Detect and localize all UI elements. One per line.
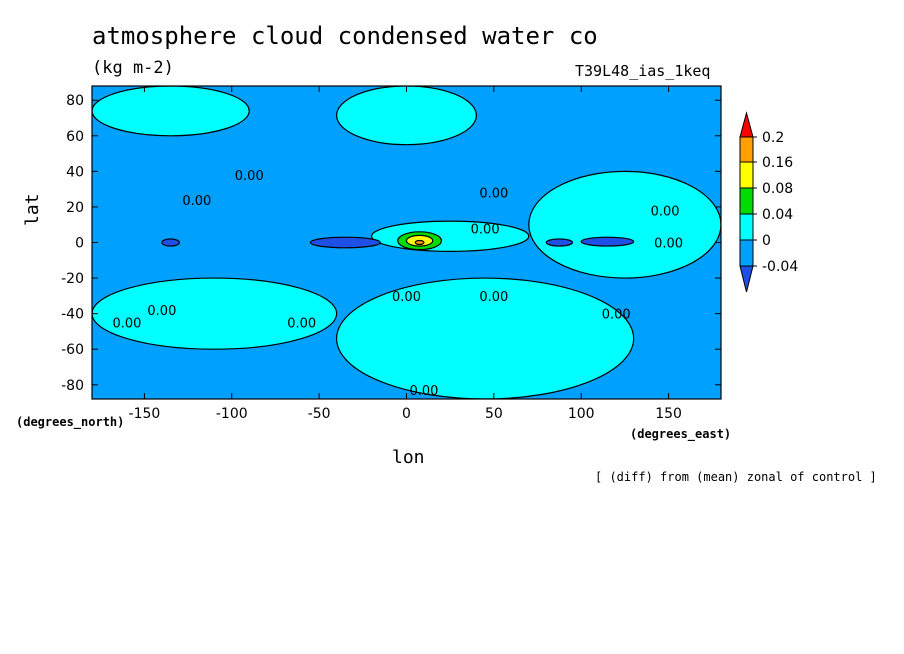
contour-region-6 — [309, 236, 381, 249]
contour-label-3: 0.00 — [471, 222, 500, 237]
contour-label-0: 0.00 — [235, 169, 264, 184]
colorbar-label-5: -0.04 — [762, 259, 798, 275]
colorbar-box-4 — [739, 239, 754, 267]
y-tick-label-3: 20 — [66, 200, 84, 216]
colorbar-label-1: 0.16 — [762, 155, 793, 171]
contour-label-9: 0.00 — [287, 317, 316, 332]
colorbar-label-2: 0.08 — [762, 181, 793, 197]
x-axis-label: lon — [392, 447, 425, 468]
y-tick-label-1: 60 — [66, 129, 84, 145]
chart-units: (kg m-2) — [92, 58, 174, 78]
colorbar-box-3 — [739, 213, 754, 241]
y-tick-label-0: 80 — [66, 93, 84, 109]
y-unit-label: (degrees_north) — [16, 415, 125, 429]
contour-label-4: 0.00 — [651, 204, 680, 219]
colorbar-label-0: 0.2 — [762, 130, 784, 146]
x-tick-label-3: 0 — [402, 406, 411, 422]
x-tick-label-4: 50 — [485, 406, 503, 422]
colorbar-label-4: 0 — [762, 233, 771, 249]
colorbar-label-3: 0.04 — [762, 207, 793, 223]
contour-region-8 — [545, 238, 574, 247]
x-tick-label-2: -50 — [308, 406, 331, 422]
x-tick-label-1: -100 — [216, 406, 248, 422]
contour-label-5: 0.00 — [654, 237, 683, 252]
y-tick-label-7: -60 — [61, 342, 84, 358]
contour-label-1: 0.00 — [182, 194, 211, 209]
diff-note: [ (diff) from (mean) zonal of control ] — [595, 470, 877, 484]
contour-region-0 — [92, 86, 250, 137]
x-tick-label-0: -150 — [129, 406, 161, 422]
contour-label-12: 0.00 — [409, 384, 438, 399]
contour-label-7: 0.00 — [112, 317, 141, 332]
run-label: T39L48_ias_1keq — [575, 62, 711, 80]
y-tick-label-6: -40 — [61, 307, 84, 323]
contour-label-11: 0.00 — [602, 308, 631, 323]
colorbar-box-0 — [739, 136, 754, 163]
chart-title: atmosphere cloud condensed water co — [92, 22, 598, 50]
x-tick-label-6: 150 — [655, 406, 682, 422]
y-tick-label-8: -80 — [61, 378, 84, 394]
colorbar-top-arrow — [739, 111, 754, 138]
contour-region-2 — [528, 170, 721, 279]
contour-label-8: 0.00 — [392, 290, 421, 305]
contour-region-9 — [580, 236, 635, 247]
contour-region-1 — [336, 86, 477, 146]
y-tick-label-4: 0 — [75, 236, 84, 252]
contour-region-3 — [370, 220, 530, 252]
contour-region-12 — [414, 239, 425, 246]
contour-label-6: 0.00 — [147, 304, 176, 319]
contour-label-10: 0.00 — [479, 290, 508, 305]
contour-region-7 — [161, 238, 180, 247]
contour-label-2: 0.00 — [479, 187, 508, 202]
colorbar-box-2 — [739, 187, 754, 215]
contour-region-4 — [92, 277, 338, 350]
x-unit-label: (degrees_east) — [630, 427, 732, 441]
colorbar-box-1 — [739, 161, 754, 189]
x-tick-label-5: 100 — [568, 406, 595, 422]
colorbar-bottom-arrow — [739, 265, 754, 293]
y-tick-label-2: 40 — [66, 164, 84, 180]
y-tick-label-5: -20 — [61, 271, 84, 287]
